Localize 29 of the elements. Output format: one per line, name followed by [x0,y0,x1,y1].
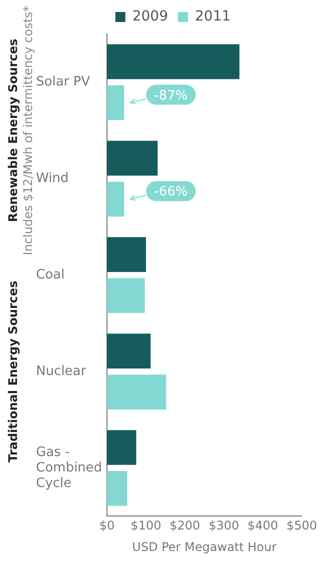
bar [107,85,124,120]
x-tick-label: $500 [286,518,318,533]
bar [107,471,128,506]
y-tick-label: Nuclear [36,364,87,379]
bar [107,278,145,314]
bar [107,374,166,410]
x-tick-label: $100 [130,518,162,533]
bar [107,334,151,368]
y-tick-label: Solar PV [36,74,90,90]
bar [107,182,124,217]
x-tick-label: $400 [248,518,278,533]
bar [107,237,146,272]
text: Renewable Energy Sources [6,38,20,222]
y-tick-label: Wind [36,171,69,186]
annotation: -87% [154,88,188,104]
x-tick-label: $0 [99,518,115,533]
text: Traditional Energy Sources [6,280,20,462]
x-tick-label: $200 [170,518,200,533]
legend-label: 2009 [132,8,168,25]
y-tick-label: Gas - Combined Cycle [36,444,102,491]
legend-label: 2011 [195,8,231,25]
text: Includes $12/Mwh of intermittency costs* [21,6,36,256]
y-tick-label: Coal [36,267,65,282]
bar [107,140,158,176]
x-tick-label: $300 [208,518,240,533]
bar [107,430,136,465]
bar [107,44,240,80]
x-axis-title: USD Per Megawatt Hour [132,540,277,554]
annotation: -66% [154,184,188,200]
